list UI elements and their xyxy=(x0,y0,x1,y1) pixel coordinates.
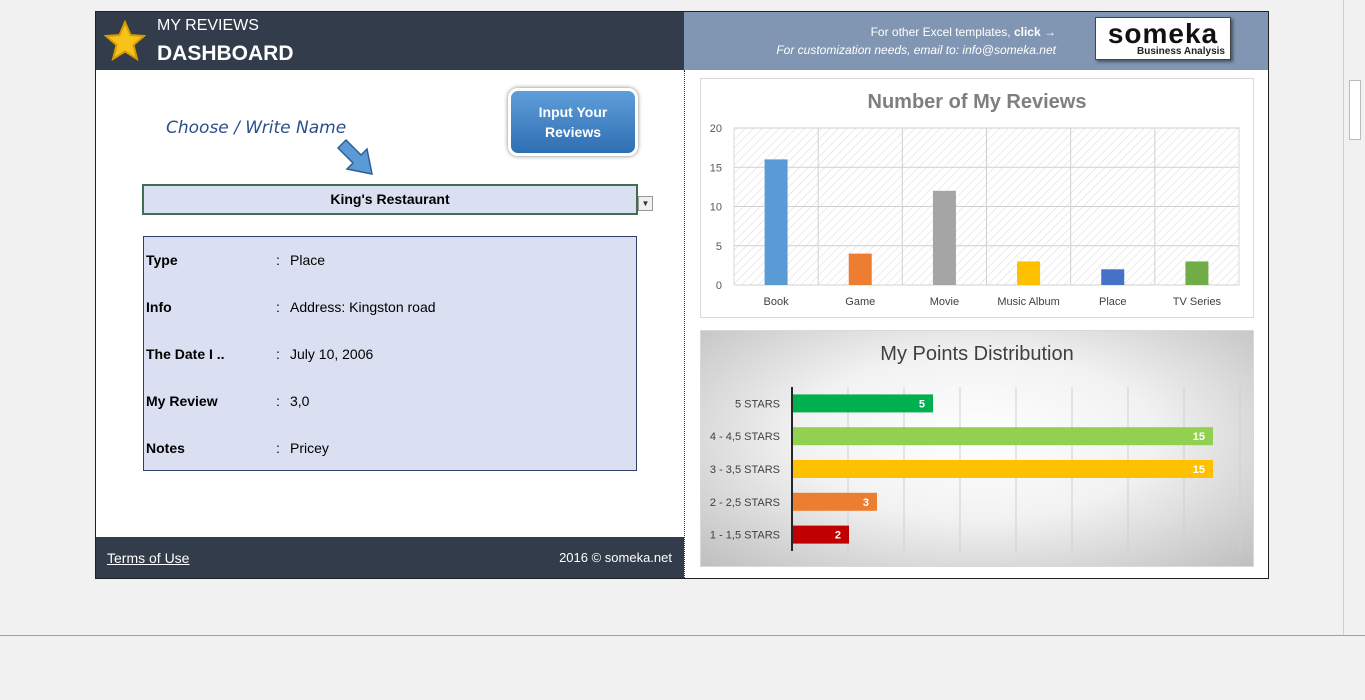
bar xyxy=(793,492,877,511)
bar xyxy=(793,525,849,544)
x-tick-label: Movie xyxy=(930,296,959,308)
y-tick-label: 2 - 2,5 STARS xyxy=(710,497,780,509)
y-tick-label: 1 - 1,5 STARS xyxy=(710,530,780,542)
logo-subtext: Business Analysis xyxy=(1136,46,1225,57)
detail-value: July 10, 2006 xyxy=(290,346,374,362)
bar xyxy=(848,253,872,285)
reviews-count-plot: 0 5 10 15 20 Book Game Movie Music Album Place TV … xyxy=(710,123,1240,308)
star-icon xyxy=(104,20,146,62)
points-distribution-plot: 5 5 STARS 15 4 - 4,5 STARS 15 3 - 3,5 STARS 3 2… xyxy=(710,387,1241,551)
sheet-bottom-border xyxy=(0,635,1365,636)
y-tick-label: 20 xyxy=(710,123,722,135)
copyright-text: 2016 © someka.net xyxy=(559,550,672,565)
data-label: 15 xyxy=(1193,464,1205,476)
detail-value: Place xyxy=(290,252,326,268)
detail-colon: : xyxy=(276,393,280,409)
header-subtitle: MY REVIEWS xyxy=(157,17,259,34)
data-label: 15 xyxy=(1193,431,1205,443)
data-label: 3 xyxy=(863,497,869,509)
logo-text: someka xyxy=(1107,18,1219,49)
bar xyxy=(1017,261,1041,285)
bar xyxy=(932,190,956,285)
chart-title: Number of My Reviews xyxy=(867,91,1087,113)
x-tick-label: Book xyxy=(764,296,790,308)
dropdown-arrow-icon[interactable]: ▼ xyxy=(638,196,653,211)
templates-text: For other Excel templates, click → xyxy=(871,25,1056,39)
y-tick-label: 3 - 3,5 STARS xyxy=(710,464,780,476)
data-label: 2 xyxy=(835,530,841,542)
details-panel: Type : Place Info : Address: Kingston ro… xyxy=(143,236,637,471)
detail-value: 3,0 xyxy=(290,393,310,409)
points-distribution-chart: My Points Distribution 5 5 STARS 15 4 - 4,5… xyxy=(700,330,1254,567)
detail-colon: : xyxy=(276,440,280,456)
terms-link[interactable]: Terms of Use xyxy=(107,550,190,566)
detail-label: Notes xyxy=(146,440,185,456)
name-select-field[interactable]: King's Restaurant xyxy=(142,184,638,215)
x-tick-label: Music Album xyxy=(997,296,1059,308)
footer: Terms of Use 2016 © someka.net xyxy=(96,537,684,578)
detail-colon: : xyxy=(276,299,280,315)
panel-divider xyxy=(684,70,685,578)
reviews-count-chart: Number of My Reviews 0 5 10 15 20 Book Game Mov… xyxy=(700,78,1254,318)
y-tick-label: 0 xyxy=(716,280,722,292)
templates-link[interactable]: click → xyxy=(1013,25,1056,39)
dashboard-sheet: MY REVIEWS DASHBOARD For other Excel tem… xyxy=(95,11,1269,579)
bar xyxy=(1185,261,1209,285)
bar xyxy=(793,394,933,413)
detail-value: Address: Kingston road xyxy=(290,299,436,315)
x-tick-label: TV Series xyxy=(1173,296,1222,308)
y-tick-label: 5 STARS xyxy=(735,398,780,410)
bar xyxy=(793,427,1213,446)
bar xyxy=(793,460,1213,478)
page-title: DASHBOARD xyxy=(157,42,294,65)
detail-colon: : xyxy=(276,346,280,362)
input-reviews-button[interactable]: Input Your Reviews xyxy=(508,88,638,156)
x-tick-label: Game xyxy=(845,296,875,308)
detail-label: My Review xyxy=(146,393,218,409)
y-tick-label: 4 - 4,5 STARS xyxy=(710,431,780,443)
header-left: MY REVIEWS DASHBOARD xyxy=(96,12,684,70)
y-tick-label: 5 xyxy=(716,241,722,253)
someka-logo[interactable]: someka Business Analysis xyxy=(1095,17,1231,60)
choose-label: Choose / Write Name xyxy=(166,118,347,138)
detail-label: The Date I .. xyxy=(146,346,225,362)
bar xyxy=(1101,269,1125,285)
detail-colon: : xyxy=(276,252,280,268)
detail-label: Type xyxy=(146,252,178,268)
customization-text[interactable]: For customization needs, email to: info@… xyxy=(776,43,1056,57)
y-tick-label: 10 xyxy=(710,202,722,214)
arrow-down-right-icon xyxy=(336,138,373,175)
vertical-scrollbar[interactable] xyxy=(1343,0,1365,636)
scrollbar-thumb[interactable] xyxy=(1349,80,1361,140)
templates-prefix: For other Excel templates, xyxy=(870,25,1014,39)
chart-title: My Points Distribution xyxy=(880,343,1074,365)
bar xyxy=(764,159,788,285)
x-tick-label: Place xyxy=(1099,296,1127,308)
data-label: 5 xyxy=(919,398,925,410)
detail-value: Pricey xyxy=(290,440,329,456)
y-tick-label: 15 xyxy=(710,162,722,174)
detail-label: Info xyxy=(146,299,172,315)
